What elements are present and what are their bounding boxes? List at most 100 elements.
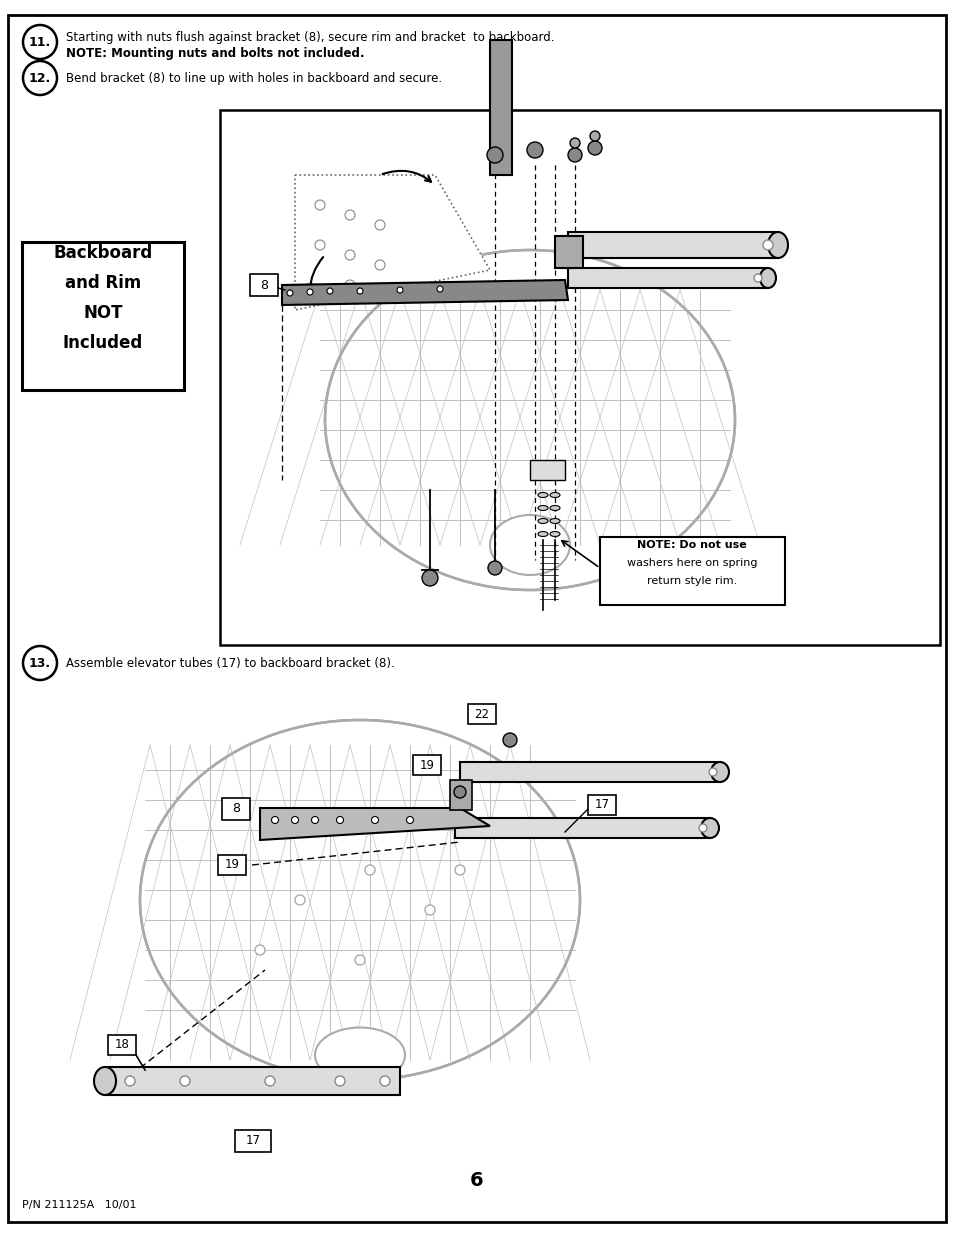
Circle shape xyxy=(294,895,305,905)
Text: washers here on spring: washers here on spring xyxy=(626,558,757,568)
Circle shape xyxy=(180,1076,190,1086)
Circle shape xyxy=(312,816,318,824)
Ellipse shape xyxy=(537,519,547,524)
Bar xyxy=(530,459,564,480)
Circle shape xyxy=(225,855,234,864)
Text: 19: 19 xyxy=(224,858,239,872)
Circle shape xyxy=(589,131,599,141)
Circle shape xyxy=(421,571,437,585)
Circle shape xyxy=(699,824,706,832)
Ellipse shape xyxy=(537,505,547,510)
Text: 17: 17 xyxy=(245,1135,260,1147)
Circle shape xyxy=(365,864,375,876)
Text: NOTE: Do not use: NOTE: Do not use xyxy=(637,540,746,550)
Bar xyxy=(567,268,767,288)
Ellipse shape xyxy=(550,505,559,510)
Circle shape xyxy=(569,138,579,148)
Circle shape xyxy=(265,1076,274,1086)
Text: P/N 211125A   10/01: P/N 211125A 10/01 xyxy=(22,1200,136,1210)
Circle shape xyxy=(23,646,57,680)
Text: 8: 8 xyxy=(260,279,268,291)
Circle shape xyxy=(335,1076,345,1086)
Bar xyxy=(459,762,720,782)
Circle shape xyxy=(424,905,435,915)
Polygon shape xyxy=(294,175,490,310)
Circle shape xyxy=(406,816,413,824)
Text: 17: 17 xyxy=(594,799,609,811)
Bar xyxy=(413,755,440,776)
Text: NOT: NOT xyxy=(83,304,123,322)
Circle shape xyxy=(753,274,761,282)
Text: 6: 6 xyxy=(470,1171,483,1189)
Text: NOTE: Mounting nuts and bolts not included.: NOTE: Mounting nuts and bolts not includ… xyxy=(66,47,364,59)
Ellipse shape xyxy=(490,515,569,576)
Circle shape xyxy=(307,289,313,295)
Ellipse shape xyxy=(550,519,559,524)
Bar xyxy=(22,242,184,390)
Polygon shape xyxy=(282,280,567,305)
Circle shape xyxy=(436,287,442,291)
Bar xyxy=(455,818,709,839)
Circle shape xyxy=(287,290,293,296)
Ellipse shape xyxy=(94,1067,116,1095)
Text: 11.: 11. xyxy=(29,36,51,48)
Text: Included: Included xyxy=(63,333,143,352)
Ellipse shape xyxy=(760,268,775,288)
Circle shape xyxy=(396,287,402,293)
Circle shape xyxy=(327,288,333,294)
Circle shape xyxy=(587,141,601,156)
Circle shape xyxy=(254,945,265,955)
Bar xyxy=(587,795,616,815)
Text: and Rim: and Rim xyxy=(65,274,141,291)
Bar xyxy=(234,1130,271,1152)
Ellipse shape xyxy=(537,531,547,536)
Ellipse shape xyxy=(314,1028,405,1083)
Circle shape xyxy=(371,816,378,824)
Bar xyxy=(490,40,512,175)
Text: Assemble elevator tubes (17) to backboard bracket (8).: Assemble elevator tubes (17) to backboar… xyxy=(66,657,395,669)
Bar xyxy=(220,110,939,645)
Circle shape xyxy=(356,288,363,294)
Circle shape xyxy=(336,816,343,824)
Text: 12.: 12. xyxy=(29,72,51,84)
Circle shape xyxy=(488,561,501,576)
Circle shape xyxy=(762,240,772,249)
Circle shape xyxy=(292,816,298,824)
Ellipse shape xyxy=(140,720,579,1079)
Text: return style rim.: return style rim. xyxy=(646,576,737,585)
Bar xyxy=(105,1067,399,1095)
Bar xyxy=(222,798,250,820)
Text: 8: 8 xyxy=(232,803,240,815)
Ellipse shape xyxy=(700,818,719,839)
Ellipse shape xyxy=(710,762,728,782)
Ellipse shape xyxy=(767,232,787,258)
Ellipse shape xyxy=(325,249,734,590)
Circle shape xyxy=(355,955,365,965)
Text: 19: 19 xyxy=(419,758,434,772)
Circle shape xyxy=(502,734,517,747)
Circle shape xyxy=(526,142,542,158)
Circle shape xyxy=(454,785,465,798)
Circle shape xyxy=(708,768,717,776)
Bar xyxy=(450,781,472,810)
Circle shape xyxy=(23,61,57,95)
Bar xyxy=(108,1035,136,1055)
Circle shape xyxy=(567,148,581,162)
Circle shape xyxy=(272,816,278,824)
Ellipse shape xyxy=(550,493,559,498)
Circle shape xyxy=(379,1076,390,1086)
Bar xyxy=(468,704,496,724)
Bar xyxy=(599,537,784,605)
Circle shape xyxy=(125,1076,135,1086)
Text: Backboard: Backboard xyxy=(53,245,152,262)
Polygon shape xyxy=(260,808,490,840)
Ellipse shape xyxy=(550,531,559,536)
Bar xyxy=(555,236,582,268)
Text: 18: 18 xyxy=(114,1039,130,1051)
Text: 13.: 13. xyxy=(29,657,51,669)
Text: Starting with nuts flush against bracket (8), secure rim and bracket  to backboa: Starting with nuts flush against bracket… xyxy=(66,31,554,43)
Circle shape xyxy=(486,147,502,163)
Text: 22: 22 xyxy=(474,708,489,720)
Circle shape xyxy=(23,25,57,59)
Bar xyxy=(218,855,246,876)
